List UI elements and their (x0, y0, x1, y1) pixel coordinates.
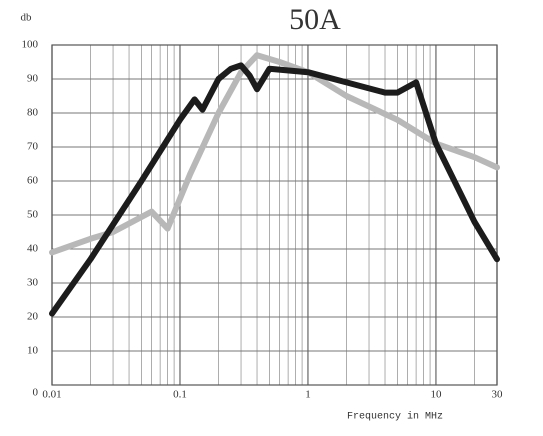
y-tick-label: 100 (22, 39, 39, 51)
y-tick-label: 90 (27, 73, 39, 85)
x-tick-label: 1 (305, 389, 311, 401)
x-tick-label: 30 (492, 389, 504, 401)
y-tick-label: 10 (27, 345, 39, 357)
y-tick-label: 0 (33, 387, 39, 399)
plot-frame (51, 44, 498, 386)
x-tick-label: 0.01 (42, 389, 61, 401)
y-tick-label: 20 (27, 311, 39, 323)
line (49, 62, 500, 317)
chart-title: 50A (289, 3, 341, 36)
x-axis-label: Frequency in MHz (347, 411, 443, 423)
y-tick-label: 60 (27, 175, 39, 187)
y-tick-label: 30 (27, 277, 39, 289)
x-tick-label: 10 (430, 389, 442, 401)
line (49, 52, 500, 256)
x-tick-label: 0.1 (173, 389, 187, 401)
y-tick-label: 80 (27, 107, 39, 119)
y-axis-label: db (21, 12, 33, 24)
y-tick-label: 70 (27, 141, 39, 153)
y-tick-label: 50 (27, 209, 39, 221)
y-tick-label: 40 (27, 243, 39, 255)
